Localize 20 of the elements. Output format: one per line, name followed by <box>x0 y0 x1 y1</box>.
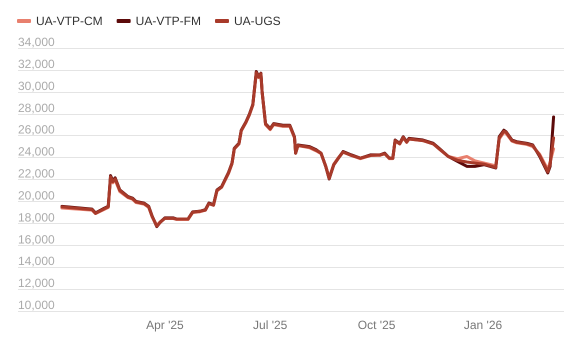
y-tick-label: 32,000 <box>18 56 56 71</box>
y-tick-label: 24,000 <box>18 144 56 159</box>
legend-label: UA-VTP-CM <box>36 14 103 28</box>
x-tick-label: Apr '25 <box>146 318 184 332</box>
y-tick-label: 22,000 <box>18 166 56 180</box>
y-tick-label: 12,000 <box>18 276 56 290</box>
x-tick-label: Jan '26 <box>464 318 503 332</box>
y-tick-label: 18,000 <box>18 210 56 224</box>
x-tick-label: Oct '25 <box>358 318 396 332</box>
y-tick-label: 26,000 <box>18 122 56 137</box>
y-tick-label: 16,000 <box>18 232 56 246</box>
y-tick-label: 34,000 <box>18 35 56 49</box>
y-tick-label: 14,000 <box>18 254 56 268</box>
legend-label: UA-VTP-FM <box>136 14 201 28</box>
legend-label: UA-UGS <box>234 14 281 28</box>
x-tick-label: Jul '25 <box>253 318 288 332</box>
y-tick-label: 28,000 <box>18 100 56 115</box>
y-tick-label: 20,000 <box>18 188 56 202</box>
y-tick-label: 30,000 <box>18 78 56 93</box>
y-tick-label: 10,000 <box>18 298 56 312</box>
